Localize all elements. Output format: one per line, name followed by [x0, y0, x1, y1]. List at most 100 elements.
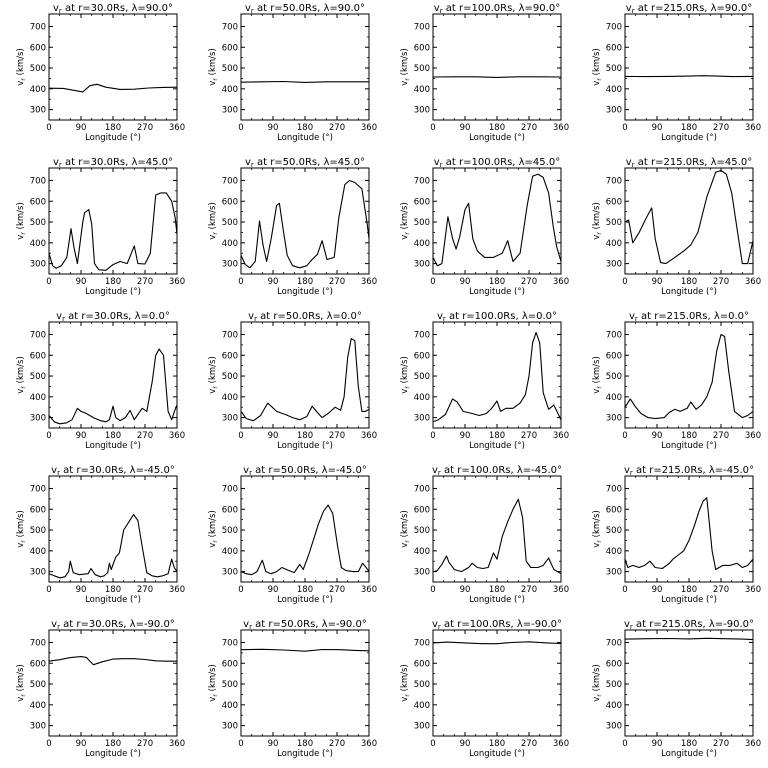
x-tick-label: 0 — [238, 739, 243, 749]
y-axis-label: vr (km/s) — [16, 510, 27, 548]
y-tick-label: 500 — [606, 680, 622, 690]
y-tick-label: 600 — [30, 505, 46, 515]
plot-frame — [48, 167, 178, 275]
plot-frame — [240, 167, 370, 275]
x-tick-label: 360 — [745, 431, 761, 441]
y-tick-label: 500 — [606, 64, 622, 74]
x-tick-label: 180 — [489, 277, 505, 287]
x-tick-label: 0 — [622, 277, 627, 287]
x-tick-label: 180 — [489, 739, 505, 749]
y-tick-label: 700 — [222, 22, 238, 32]
y-tick-label: 700 — [606, 638, 622, 648]
x-tick-label: 360 — [745, 585, 761, 595]
x-tick-label: 270 — [137, 431, 153, 441]
x-tick-label: 180 — [681, 431, 697, 441]
y-tick-label: 700 — [414, 484, 430, 494]
y-tick-label: 400 — [414, 393, 430, 403]
x-tick-label: 360 — [745, 739, 761, 749]
y-tick-label: 700 — [30, 484, 46, 494]
plot-frame — [240, 629, 370, 737]
y-tick-label: 500 — [222, 64, 238, 74]
series-line — [624, 637, 754, 641]
panel: vr at r=100.0Rs, λ=-90.0° 0 90 180 270 360 300… — [400, 619, 569, 759]
x-axis-label: Longitude (°) — [469, 441, 525, 451]
y-tick-label: 600 — [222, 505, 238, 515]
x-tick-label: 360 — [169, 277, 185, 287]
panel: vr at r=30.0Rs, λ=-90.0° 0 90 180 270 360 300 4… — [16, 619, 185, 759]
y-tick-label: 400 — [606, 701, 622, 711]
panel-title: vr at r=215.0Rs, λ=0.0° — [629, 311, 749, 323]
panel: vr at r=30.0Rs, λ=90.0° 0 90 180 270 360 300 40… — [16, 3, 185, 143]
y-axis-label: vr (km/s) — [208, 664, 219, 702]
y-tick-label: 400 — [222, 239, 238, 249]
x-tick-label: 180 — [489, 123, 505, 133]
y-tick-label: 400 — [30, 547, 46, 557]
x-tick-label: 0 — [430, 123, 435, 133]
y-tick-label: 600 — [30, 659, 46, 669]
y-tick-label: 300 — [30, 106, 46, 116]
x-tick-label: 360 — [553, 277, 569, 287]
x-tick-label: 180 — [297, 431, 313, 441]
plot-frame — [240, 13, 370, 121]
panel-title: vr at r=215.0Rs, λ=-45.0° — [624, 465, 754, 477]
panel: vr at r=100.0Rs, λ=-45.0° 0 90 180 270 360 300… — [400, 465, 569, 605]
series-line — [624, 169, 754, 265]
x-tick-label: 360 — [361, 123, 377, 133]
y-tick-label: 500 — [414, 218, 430, 228]
x-axis-label: Longitude (°) — [85, 287, 141, 297]
y-tick-label: 400 — [414, 701, 430, 711]
x-tick-label: 0 — [46, 585, 51, 595]
x-tick-label: 270 — [713, 431, 729, 441]
y-tick-label: 300 — [414, 414, 430, 424]
y-axis-label: vr (km/s) — [208, 356, 219, 394]
panel-title: vr at r=30.0Rs, λ=90.0° — [53, 3, 173, 15]
y-tick-label: 700 — [30, 176, 46, 186]
panel-title: vr at r=30.0Rs, λ=0.0° — [56, 311, 170, 323]
x-axis-label: Longitude (°) — [85, 441, 141, 451]
x-tick-label: 360 — [361, 585, 377, 595]
x-axis-label: Longitude (°) — [85, 749, 141, 759]
y-tick-label: 600 — [30, 197, 46, 207]
x-tick-label: 90 — [76, 277, 87, 287]
x-tick-label: 180 — [297, 277, 313, 287]
x-tick-label: 270 — [329, 123, 345, 133]
y-tick-label: 700 — [30, 330, 46, 340]
y-tick-label: 500 — [30, 526, 46, 536]
x-tick-label: 270 — [137, 585, 153, 595]
y-tick-label: 300 — [30, 260, 46, 270]
x-tick-label: 0 — [622, 123, 627, 133]
x-tick-label: 90 — [268, 739, 279, 749]
y-tick-label: 300 — [30, 568, 46, 578]
x-tick-label: 270 — [329, 431, 345, 441]
plot-frame — [624, 321, 754, 429]
x-tick-label: 0 — [46, 277, 51, 287]
y-tick-label: 600 — [414, 659, 430, 669]
x-tick-label: 0 — [238, 431, 243, 441]
x-tick-label: 270 — [329, 739, 345, 749]
y-tick-label: 500 — [30, 218, 46, 228]
x-tick-label: 0 — [430, 277, 435, 287]
x-tick-label: 270 — [713, 585, 729, 595]
x-tick-label: 180 — [297, 585, 313, 595]
x-axis-label: Longitude (°) — [277, 595, 333, 605]
panel-title: vr at r=100.0Rs, λ=-45.0° — [432, 465, 562, 477]
y-tick-label: 300 — [222, 414, 238, 424]
y-tick-label: 700 — [414, 638, 430, 648]
x-tick-label: 180 — [681, 277, 697, 287]
y-tick-label: 600 — [606, 43, 622, 53]
panel: vr at r=50.0Rs, λ=90.0° 0 90 180 270 360 300 40… — [208, 3, 377, 143]
y-tick-label: 500 — [606, 218, 622, 228]
y-tick-label: 600 — [30, 43, 46, 53]
y-tick-label: 700 — [222, 484, 238, 494]
y-tick-label: 400 — [414, 85, 430, 95]
x-axis-label: Longitude (°) — [469, 287, 525, 297]
series-line — [48, 192, 178, 271]
y-axis-label: vr (km/s) — [208, 48, 219, 86]
y-tick-label: 500 — [222, 372, 238, 382]
y-axis-label: vr (km/s) — [208, 202, 219, 240]
x-tick-label: 270 — [713, 739, 729, 749]
x-tick-label: 360 — [169, 123, 185, 133]
x-tick-label: 180 — [489, 431, 505, 441]
y-tick-label: 500 — [606, 372, 622, 382]
x-tick-label: 90 — [76, 585, 87, 595]
